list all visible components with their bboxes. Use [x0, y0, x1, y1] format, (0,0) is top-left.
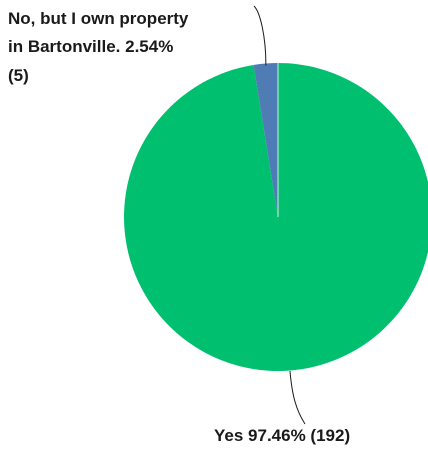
slice-yes[interactable]	[124, 63, 428, 371]
leader-line-no	[253, 5, 267, 66]
slice-no[interactable]	[253, 63, 278, 217]
leader-lines	[253, 5, 306, 425]
slice-label-no-line-1: No, but I own property	[8, 9, 189, 28]
slice-label-no-line-2: in Bartonville. 2.54%	[8, 37, 173, 56]
slice-label-no-line-3: (5)	[8, 66, 29, 85]
leader-line-yes	[289, 370, 306, 425]
pie-slices	[124, 63, 428, 371]
slice-label-yes: Yes 97.46% (192)	[214, 426, 350, 445]
